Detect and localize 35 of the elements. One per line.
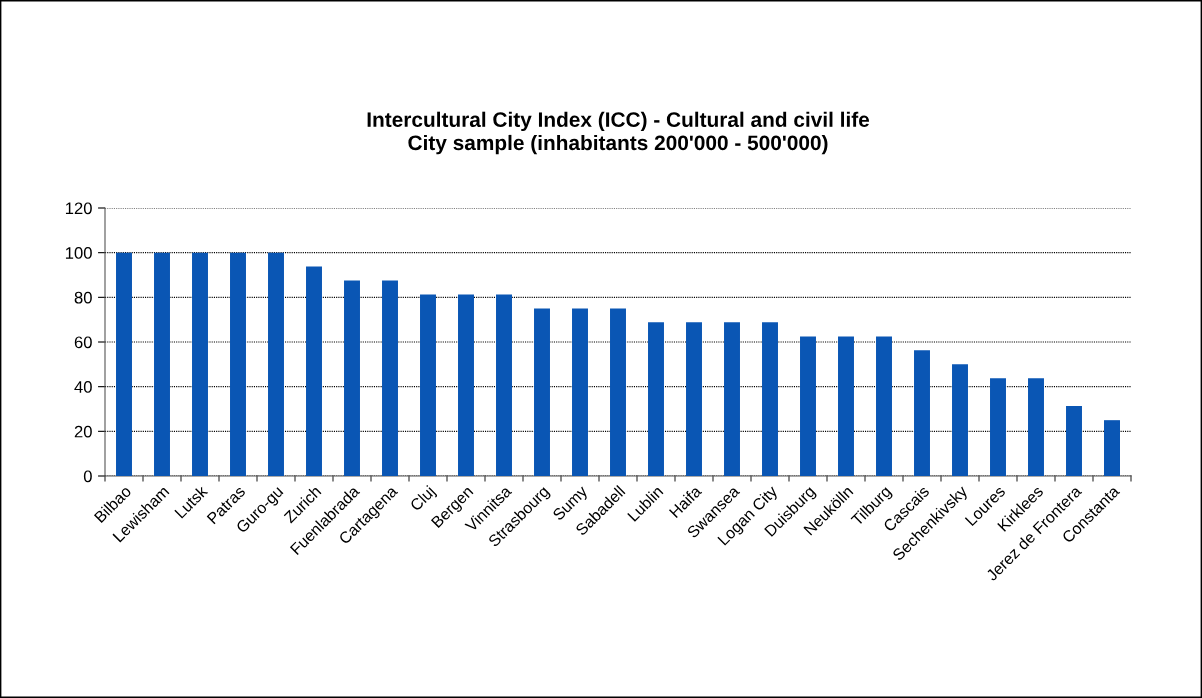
bar [838,336,854,476]
bar [268,252,284,476]
bar [192,252,208,476]
y-tick-label: 20 [74,425,92,438]
bar [382,280,398,476]
bar [1066,406,1082,476]
bar [610,308,626,476]
bar [1028,378,1044,476]
bar [230,252,246,476]
bar [914,350,930,476]
y-tick-label: 40 [74,381,92,393]
bar [458,294,474,476]
bar [420,294,436,476]
chart-title: Intercultural City Index (ICC) - Cultural and civil life City sample (inhabitants 200'000 - 500'000) [367,111,870,155]
bar [572,308,588,476]
bar [724,322,740,476]
y-tick-label: 60 [74,336,92,349]
bar [800,336,816,476]
bar [648,322,664,476]
bar [762,322,778,476]
bar [952,364,968,476]
bar [876,336,892,476]
bar [154,252,170,476]
bar [344,280,360,476]
bar [1104,420,1120,476]
y-tick-label: 120 [65,202,92,215]
bar [534,308,550,476]
y-tick-label: 100 [65,247,92,259]
bar [116,252,132,476]
y-tick-label: 0 [83,470,92,483]
bar [990,378,1006,476]
bar [306,266,322,476]
bar [496,294,512,476]
bar [686,322,702,476]
y-tick-label: 80 [74,291,92,304]
